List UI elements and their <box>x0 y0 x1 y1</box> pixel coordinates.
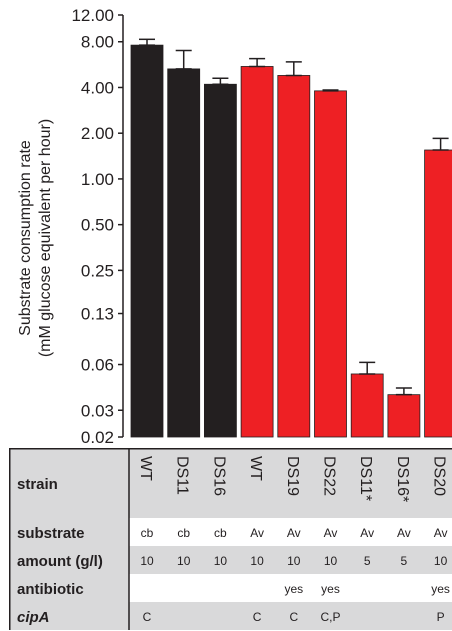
bar-6 <box>314 90 347 438</box>
cell-value: 10 <box>140 554 154 568</box>
row-label-5: cipA <box>17 609 50 626</box>
strain-row-bg <box>129 448 452 518</box>
cell-value: Av <box>360 526 374 540</box>
cell-value: cb <box>214 526 227 540</box>
bar-3 <box>203 83 237 438</box>
row-label-1: strain <box>17 476 58 493</box>
cell-value: yes <box>321 582 340 596</box>
cell-value: C <box>253 610 262 624</box>
cipa-row-bg <box>129 602 452 630</box>
y-axis: 0.02 0.03 0.06 0.13 0.25 0.50 1.00 2.00 4.00 8.00… <box>71 6 124 447</box>
strain-label: WT <box>137 456 154 481</box>
cell-value: 10 <box>324 554 338 568</box>
bar-9 <box>424 149 452 438</box>
cell-value: yes <box>284 582 303 596</box>
cell-value: Av <box>287 526 301 540</box>
cell-value: C <box>143 610 152 624</box>
cell-value: yes <box>431 582 450 596</box>
strain-label: DS20 <box>431 456 448 496</box>
bar-8 <box>387 394 421 438</box>
strain-label: DS22 <box>321 456 338 496</box>
bar-2 <box>167 68 201 438</box>
y-tick-label: 1.00 <box>81 170 114 189</box>
y-tick-label: 0.13 <box>81 305 114 324</box>
y-tick-label: 0.02 <box>81 428 114 447</box>
strain-label: DS16 <box>210 456 227 496</box>
cell-value: 5 <box>401 554 408 568</box>
strain-label: DS19 <box>284 456 301 496</box>
amount-row-bg <box>129 546 452 574</box>
y-axis-label-line2: (mM glucose equivalent per hour) <box>37 119 54 357</box>
cell-value: C,P <box>320 610 340 624</box>
y-tick-label: 2.00 <box>81 124 114 143</box>
bars <box>130 38 452 438</box>
cell-value: 10 <box>434 554 448 568</box>
y-tick-label: 8.00 <box>81 33 114 52</box>
bar-chart: 0.02 0.03 0.06 0.13 0.25 0.50 1.00 2.00 4.00 8.00… <box>17 6 452 447</box>
strain-label: DS16* <box>394 456 411 502</box>
cell-value: P <box>437 610 445 624</box>
cell-value: 10 <box>287 554 301 568</box>
row-label-3: amount (g/l) <box>17 553 103 570</box>
cell-value: 5 <box>364 554 371 568</box>
cell-value: C <box>289 610 298 624</box>
label-column-bg <box>9 448 129 630</box>
row-label-2: substrate <box>17 525 85 542</box>
cell-value: Av <box>434 526 448 540</box>
cell-value: 10 <box>250 554 264 568</box>
strain-label: DS11 <box>174 456 191 495</box>
cell-value: cb <box>141 526 154 540</box>
strain-table: strain WT DS11 DS16 WT DS19 DS22 DS11* DS16* DS20… <box>9 448 452 630</box>
bar-7 <box>350 373 384 438</box>
row-label-4: antibiotic <box>17 581 84 598</box>
y-tick-label: 0.25 <box>81 261 114 280</box>
strain-label: WT <box>247 456 264 481</box>
y-axis-label-line1: Substrate consumption rate <box>17 140 34 336</box>
cell-value: Av <box>397 526 411 540</box>
cell-value: Av <box>250 526 264 540</box>
cell-value: 10 <box>177 554 191 568</box>
bar-1 <box>130 44 164 438</box>
y-tick-label: 4.00 <box>81 78 114 97</box>
bar-4 <box>240 66 274 438</box>
strain-label: DS11* <box>357 456 374 501</box>
cell-value: cb <box>177 526 190 540</box>
y-tick-label: 0.03 <box>81 401 114 420</box>
bar-5 <box>277 75 311 438</box>
cell-value: 10 <box>214 554 228 568</box>
cell-value: Av <box>324 526 338 540</box>
y-tick-label: 0.06 <box>81 356 114 375</box>
y-tick-label: 12.00 <box>71 6 114 25</box>
y-tick-label: 0.50 <box>81 216 114 235</box>
